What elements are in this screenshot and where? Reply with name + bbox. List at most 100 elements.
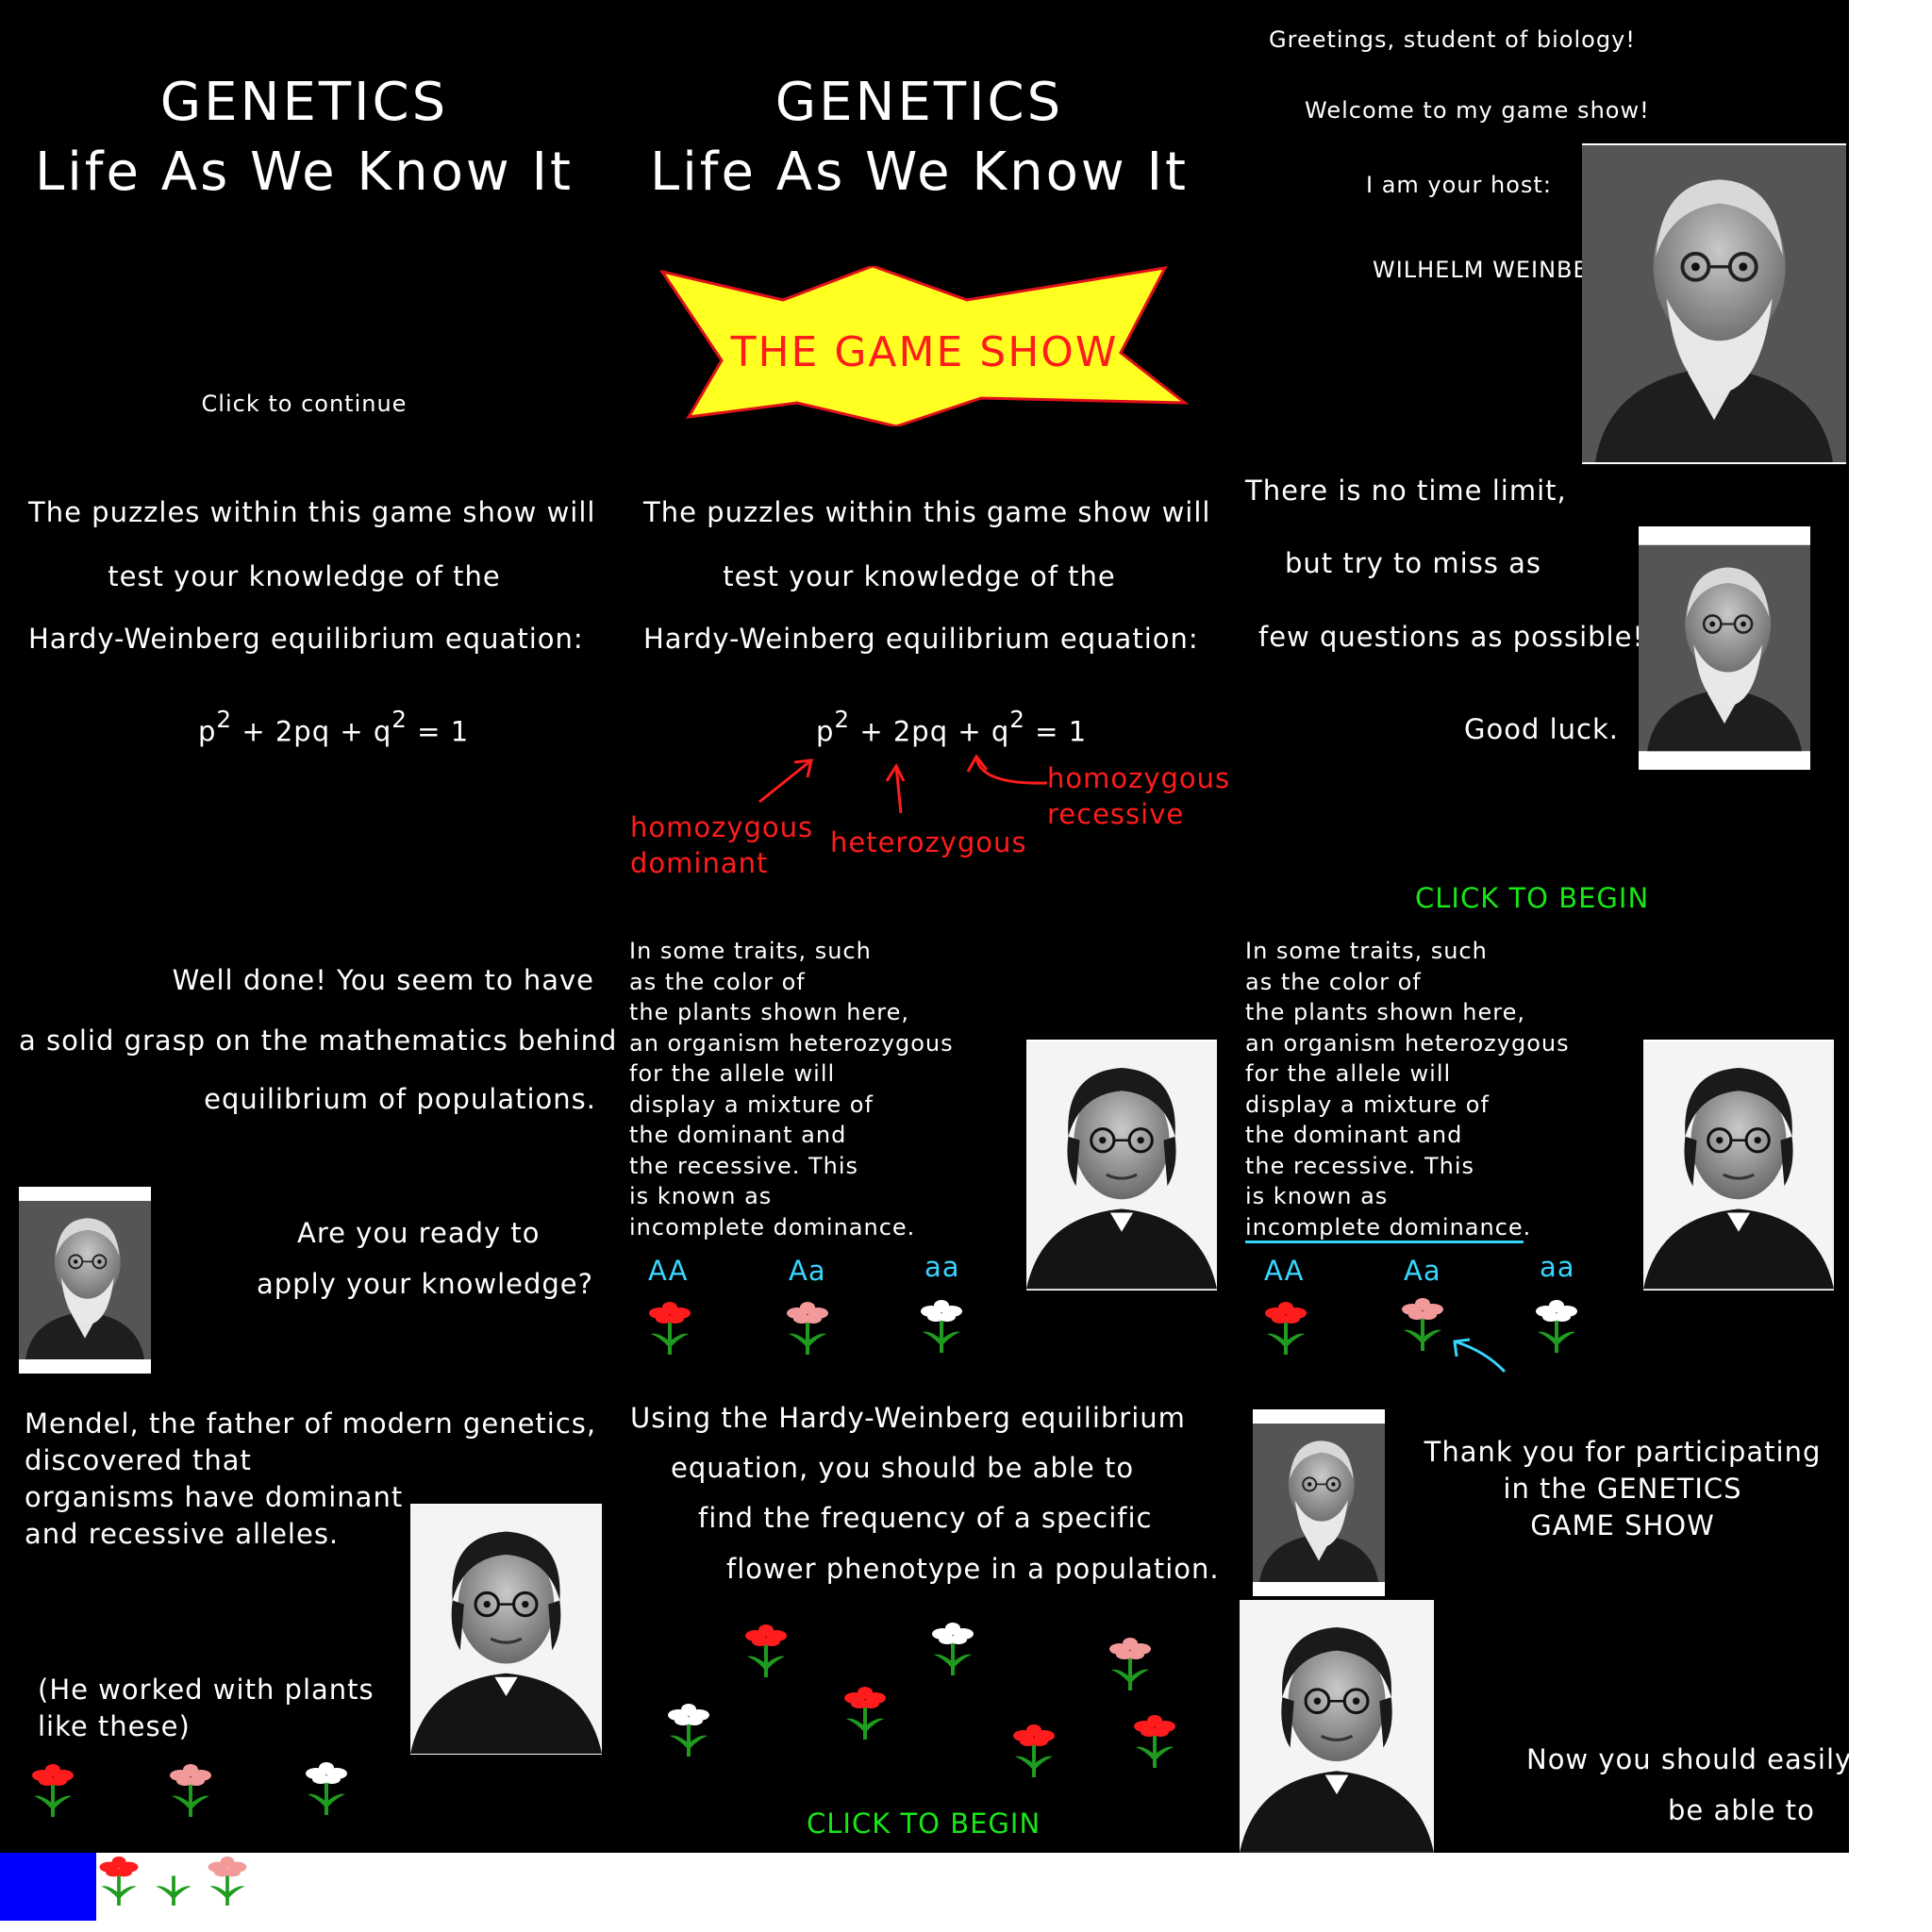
slide5-equation: p2 + 2pq + q2 = 1 [816, 706, 1088, 748]
text-line: display a mixture of [629, 1091, 874, 1118]
eq-exp1: 2 [834, 706, 851, 733]
slide11-line4: flower phenotype in a population. [726, 1553, 1220, 1585]
text-line: an organism heterozygous [629, 1029, 954, 1057]
text-line: for the allele will [629, 1060, 836, 1087]
game-show-badge-text: THE GAME SHOW [730, 328, 1119, 376]
text-line: for the allele will [1245, 1060, 1452, 1087]
white-flower-icon [915, 1298, 968, 1355]
slide2-title-line2: Life As We Know It [650, 142, 1189, 203]
text-line: the recessive. This [1245, 1152, 1475, 1179]
pink-flower-icon [1104, 1636, 1157, 1692]
slide4-equation: p2 + 2pq + q2 = 1 [198, 706, 470, 748]
slide2-title-line1: GENETICS [774, 72, 1064, 133]
host-intro-text: I am your host: [1366, 172, 1552, 198]
mendel-portrait [1026, 1040, 1217, 1291]
mendel-portrait [1240, 1600, 1434, 1853]
slide12-line5: be able to [1668, 1794, 1815, 1826]
eq-end: = 1 [417, 715, 470, 748]
slide-sorter-canvas: GENETICS Life As We Know It Click to con… [0, 0, 1849, 1853]
label-heterozygous: heterozygous [830, 826, 1027, 858]
click-to-continue[interactable]: Click to continue [201, 391, 408, 417]
red-flower-icon [94, 1855, 143, 1907]
arrow-icon [1453, 1338, 1507, 1374]
label-homozygous-dominant-1: homozygous [630, 811, 814, 843]
eq-p: p [198, 715, 217, 748]
slide12-line3: GAME SHOW [1530, 1509, 1715, 1541]
label-homozygous-recessive-2: recessive [1047, 798, 1185, 830]
eq-exp1: 2 [216, 706, 233, 733]
genotype-Aa: Aa [1404, 1255, 1441, 1287]
slide10-line6: like these) [38, 1710, 191, 1742]
star-burst-badge [660, 266, 1189, 426]
slide5-line2: test your knowledge of the [723, 560, 1116, 592]
slide6-line3: few questions as possible! [1258, 621, 1645, 653]
red-flower-icon [1128, 1713, 1181, 1770]
text-line-term: incomplete dominance. [1245, 1212, 1570, 1243]
slide7-line5: apply your knowledge? [257, 1268, 594, 1300]
slide4-line1: The puzzles within this game show will [28, 496, 596, 528]
text-line: incomplete dominance. [629, 1213, 916, 1241]
slide10-line3: organisms have dominant [25, 1481, 404, 1513]
red-flower-icon [643, 1300, 696, 1357]
pink-flower-icon [203, 1855, 252, 1907]
greeting-text: Greetings, student of biology! [1269, 26, 1636, 53]
text-line: the plants shown here, [629, 999, 909, 1025]
slide9-paragraph: In some traits, such as the color of the… [1245, 936, 1570, 1243]
slide1-title-line2: Life As We Know It [35, 142, 574, 203]
arrow-icon [758, 754, 1048, 814]
white-flower-icon [926, 1621, 979, 1677]
slide4-line3: Hardy-Weinberg equilibrium equation: [28, 623, 584, 655]
slide12-line1: Thank you for participating [1424, 1436, 1822, 1468]
pink-flower-icon [1396, 1296, 1449, 1353]
eq-exp2: 2 [1009, 706, 1025, 733]
weinberg-portrait [1582, 143, 1846, 464]
text-line: as the color of [629, 968, 806, 995]
mendel-portrait [1643, 1040, 1834, 1291]
slide4-line2: test your knowledge of the [108, 560, 501, 592]
weinberg-portrait [19, 1187, 151, 1374]
weinberg-portrait [1639, 526, 1810, 770]
text-line: as the color of [1245, 968, 1422, 995]
host-name: WILHELM WEINBERG [1373, 257, 1624, 283]
white-flower-icon [1530, 1298, 1583, 1355]
pink-flower-icon [781, 1300, 834, 1357]
text-line: the recessive. This [629, 1152, 859, 1179]
slide11-line2: equation, you should be able to [671, 1452, 1135, 1484]
text-line: the dominant and [1245, 1122, 1463, 1148]
slide5-line1: The puzzles within this game show will [643, 496, 1211, 528]
label-homozygous-dominant-2: dominant [630, 847, 769, 879]
slide12-line4: Now you should easily [1526, 1743, 1849, 1775]
genotype-Aa: Aa [789, 1255, 826, 1287]
slide11-line3: find the frequency of a specific [698, 1502, 1153, 1534]
slide6-line4: Good luck. [1464, 713, 1619, 745]
text-line: display a mixture of [1245, 1091, 1490, 1118]
slide5-line3: Hardy-Weinberg equilibrium equation: [643, 623, 1199, 655]
mendel-portrait [410, 1504, 602, 1755]
slide10-line1: Mendel, the father of modern genetics, [25, 1407, 597, 1440]
flower-stem-icon [149, 1855, 198, 1907]
eq-mid: + 2pq + q [242, 715, 392, 748]
label-homozygous-recessive-1: homozygous [1047, 762, 1231, 794]
slide6-line2: but try to miss as [1285, 547, 1542, 579]
incomplete-dominance-term: incomplete dominance [1245, 1213, 1524, 1243]
red-flower-icon [1259, 1300, 1312, 1357]
slide8-paragraph: In some traits, such as the color of the… [629, 936, 954, 1242]
slide11-line1: Using the Hardy-Weinberg equilibrium [630, 1402, 1186, 1434]
text-line: In some traits, such [629, 938, 872, 964]
click-to-begin-button[interactable]: CLICK TO BEGIN [1415, 882, 1650, 914]
text-line: the dominant and [629, 1122, 847, 1148]
click-to-begin-button[interactable]: CLICK TO BEGIN [807, 1807, 1041, 1840]
slide7-line4: Are you ready to [297, 1217, 541, 1249]
term-period: . [1523, 1213, 1532, 1241]
slide7-line3: equilibrium of populations. [204, 1083, 596, 1115]
genotype-AA: AA [648, 1255, 689, 1287]
white-flower-icon [662, 1702, 715, 1758]
pink-flower-icon [164, 1762, 217, 1819]
slide10-line4: and recessive alleles. [25, 1518, 340, 1550]
slide10-line5: (He worked with plants [38, 1674, 375, 1706]
slide10-line2: discovered that [25, 1444, 252, 1476]
blue-block [0, 1853, 96, 1921]
eq-end: = 1 [1035, 715, 1088, 748]
slide12-line2: in the GENETICS [1503, 1473, 1742, 1505]
slide7-line2: a solid grasp on the mathematics behind [19, 1024, 618, 1057]
